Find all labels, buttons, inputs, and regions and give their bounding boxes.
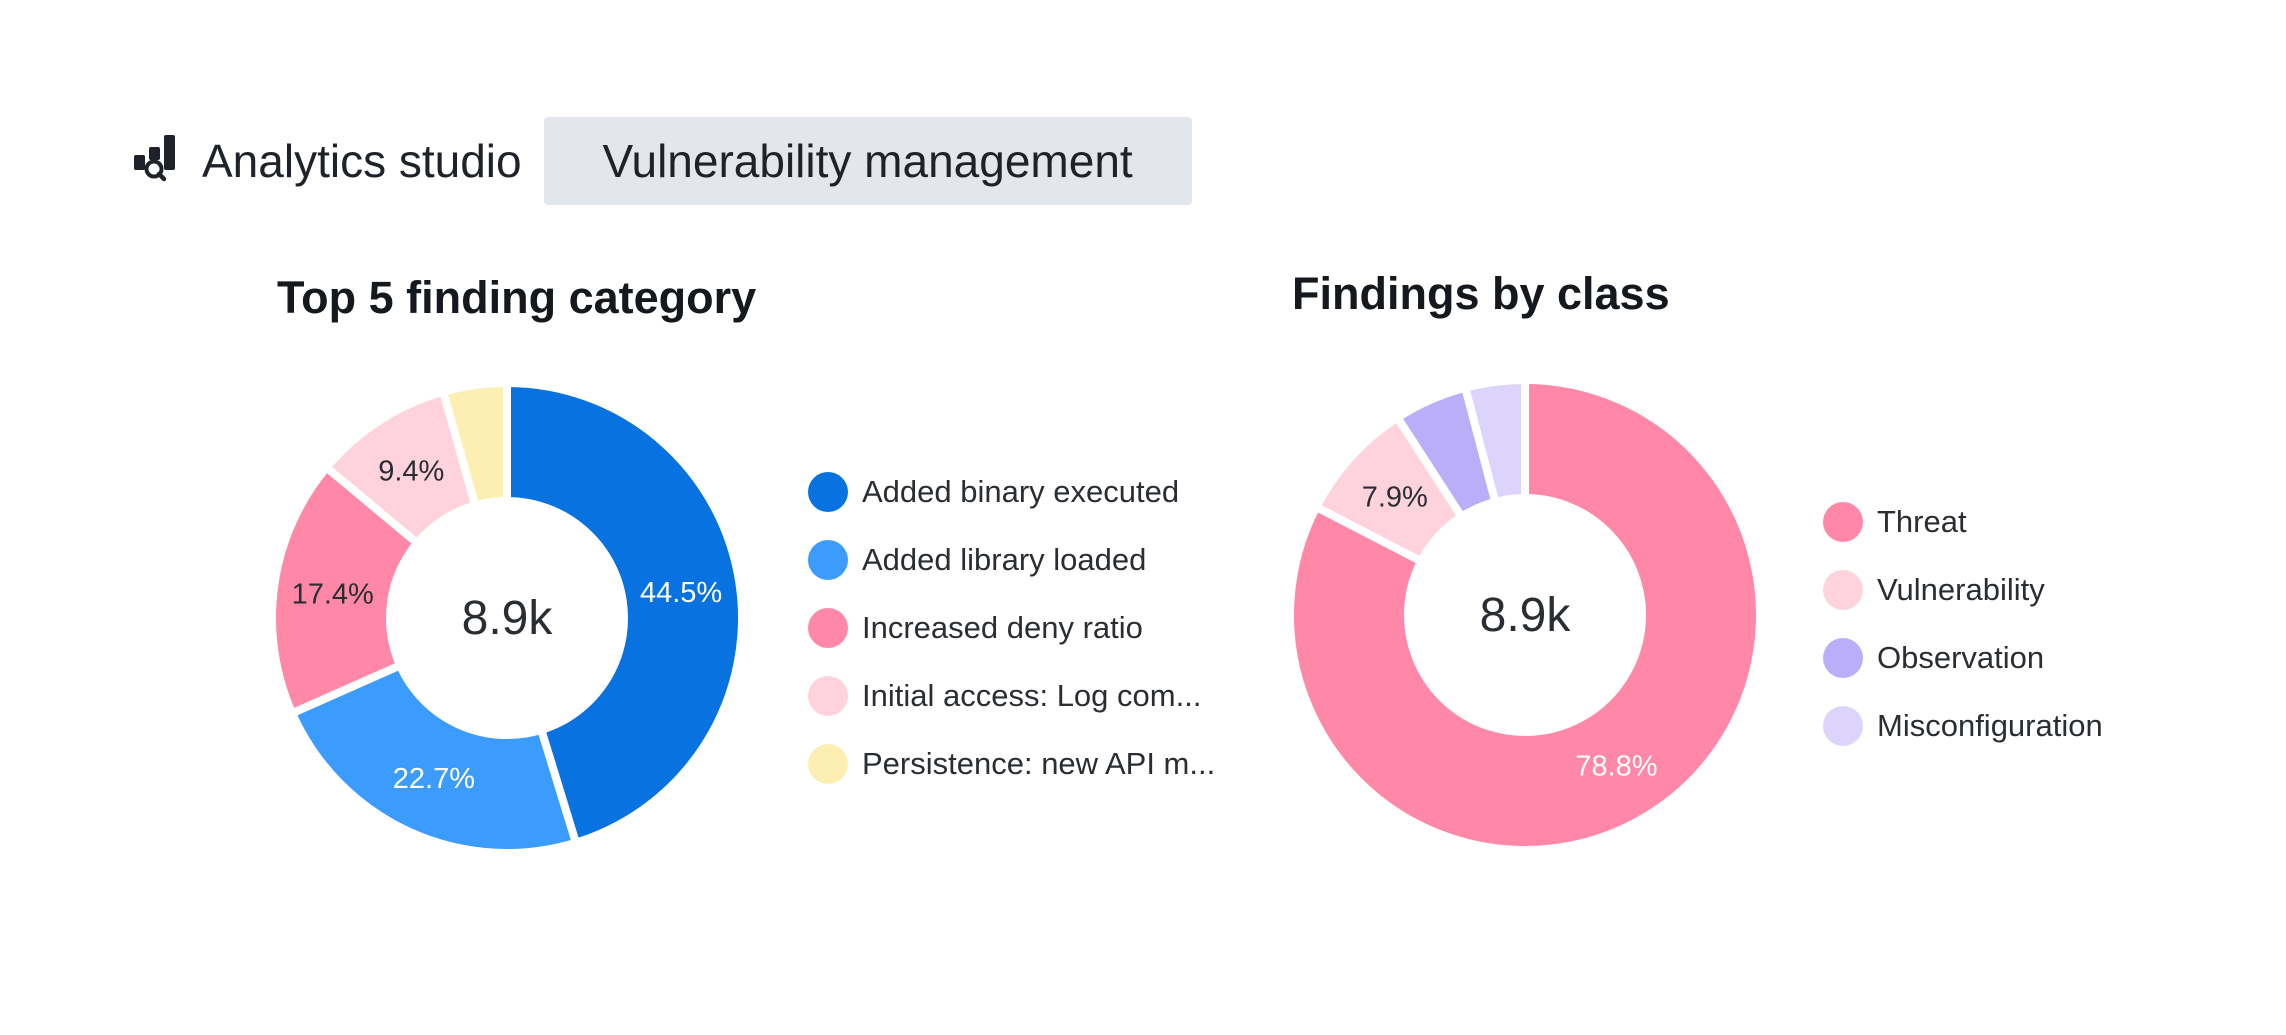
legend-label: Persistence: new API m... xyxy=(862,746,1216,781)
legend-item[interactable]: Observation xyxy=(1823,624,2103,692)
legend-label: Added library loaded xyxy=(862,542,1147,577)
slice-value-label: 78.8% xyxy=(1575,750,1657,782)
legend-label: Added binary executed xyxy=(862,474,1180,509)
slice-value-label: 22.7% xyxy=(393,763,475,795)
chart-title-findings-by-class: Findings by class xyxy=(1292,268,1670,319)
legend-swatch xyxy=(808,676,848,716)
donut-total-label: 8.9k xyxy=(462,592,554,645)
slice-value-label: 17.4% xyxy=(292,579,374,611)
legend-swatch xyxy=(1823,570,1863,610)
slice-value-label: 7.9% xyxy=(1362,482,1428,514)
legend-item[interactable]: Threat xyxy=(1823,488,2103,556)
legend-findings-by-class: Threat Vulnerability Observation Misconf… xyxy=(1823,488,2103,760)
donut-slice[interactable] xyxy=(286,660,581,857)
donut-slice[interactable] xyxy=(268,461,423,719)
legend-item[interactable]: Added library loaded xyxy=(808,526,1215,594)
legend-item[interactable]: Misconfiguration xyxy=(1823,692,2103,760)
legend-swatch xyxy=(808,608,848,648)
donut-total-label: 8.9k xyxy=(1480,589,1572,642)
donut-slice[interactable] xyxy=(438,378,511,511)
donut-chart-finding-category: 44.5% 22.7% 17.4% 9.4% 8.9k xyxy=(268,378,746,857)
donut-slice[interactable] xyxy=(503,378,746,848)
legend-swatch xyxy=(1823,502,1863,542)
legend-item[interactable]: Persistence: new API m... xyxy=(808,730,1215,798)
legend-finding-category: Added binary executed Added library load… xyxy=(808,458,1215,798)
legend-label: Increased deny ratio xyxy=(862,610,1143,645)
legend-swatch xyxy=(808,472,848,512)
tab-vulnerability-management[interactable]: Vulnerability management xyxy=(543,117,1192,205)
legend-label: Vulnerability xyxy=(1877,572,2045,607)
donut-chart-findings-by-class: 78.8% 7.9% 8.9k xyxy=(1286,375,1764,854)
legend-label: Misconfiguration xyxy=(1877,708,2103,743)
legend-label: Initial access: Log com... xyxy=(862,678,1202,713)
donut-slice[interactable] xyxy=(1460,375,1529,507)
analytics-studio-icon xyxy=(134,135,175,182)
legend-swatch xyxy=(1823,706,1863,746)
app-title: Analytics studio xyxy=(202,135,522,187)
slice-value-label: 44.5% xyxy=(640,577,722,609)
legend-item[interactable]: Vulnerability xyxy=(1823,556,2103,624)
legend-item[interactable]: Initial access: Log com... xyxy=(808,662,1215,730)
legend-swatch xyxy=(808,744,848,784)
legend-label: Threat xyxy=(1877,504,1967,539)
donut-slice[interactable] xyxy=(1286,375,1764,854)
legend-swatch xyxy=(1823,638,1863,678)
legend-item[interactable]: Added binary executed xyxy=(808,458,1215,526)
header: Analytics studio Vulnerability managemen… xyxy=(132,117,1192,205)
legend-item[interactable]: Increased deny ratio xyxy=(808,594,1215,662)
chart-title-top-5-finding-category: Top 5 finding category xyxy=(277,272,757,323)
legend-label: Observation xyxy=(1877,640,2045,675)
legend-swatch xyxy=(808,540,848,580)
slice-value-label: 9.4% xyxy=(378,455,444,487)
